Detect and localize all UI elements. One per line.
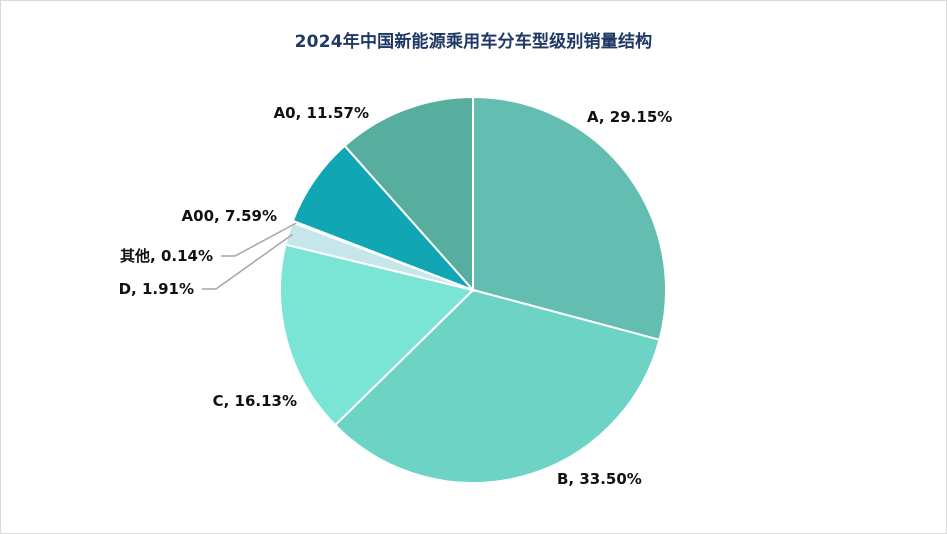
chart-title: 2024年中国新能源乘用车分车型级别销量结构 [294, 32, 653, 52]
data-label-A00: A00, 7.59% [182, 207, 277, 225]
pie-slice-C [279, 243, 475, 427]
data-label-B: B, 33.50% [557, 470, 642, 488]
pie-slice-A [472, 95, 667, 342]
leader-line-D [202, 233, 293, 290]
pie-slice-A0 [343, 95, 474, 293]
data-label-A0: A0, 11.57% [274, 104, 369, 122]
leader-line-其他 [221, 222, 297, 257]
data-label-C: C, 16.13% [213, 392, 297, 410]
data-label-其他: 其他, 0.14% [120, 247, 213, 265]
pie-slice-B [333, 288, 661, 484]
data-label-A: A, 29.15% [587, 108, 672, 126]
data-label-D: D, 1.91% [119, 280, 194, 298]
